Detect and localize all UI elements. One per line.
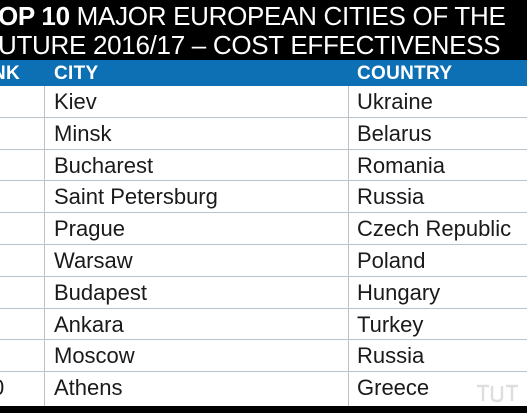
table-row: Bucharest Romania — [0, 150, 527, 182]
rank-cell — [0, 86, 32, 117]
title-bold-part: OP 10 — [0, 1, 70, 31]
bottom-bar — [0, 406, 527, 413]
column-divider — [44, 86, 45, 406]
country-cell: Greece — [357, 375, 430, 401]
title-line-1-rest: MAJOR EUROPEAN CITIES OF THE — [69, 1, 506, 31]
title-line-1: OP 10 MAJOR EUROPEAN CITIES OF THE — [0, 2, 527, 31]
country-cell: Belarus — [357, 120, 432, 146]
country-cell: Romania — [357, 152, 446, 178]
rank-cell — [0, 277, 32, 308]
table-row: Minsk Belarus — [0, 118, 527, 150]
country-cell: Czech Republic — [357, 216, 512, 242]
table-row: Prague Czech Republic — [0, 213, 527, 245]
rank-cell — [0, 213, 32, 244]
table-header-row: ANK CITY COUNTRY — [0, 60, 527, 86]
table-row: Warsaw Poland — [0, 245, 527, 277]
city-cell: Athens — [54, 375, 123, 401]
rank-cell — [0, 340, 32, 371]
header-country: COUNTRY — [357, 63, 453, 84]
city-cell: Budapest — [54, 279, 147, 305]
rank-cell — [0, 309, 32, 340]
rank-cell: 0 — [0, 372, 32, 403]
header-city: CITY — [54, 63, 99, 84]
city-cell: Prague — [54, 216, 125, 242]
table-row: Ankara Turkey — [0, 309, 527, 341]
country-cell: Poland — [357, 247, 426, 273]
rank-cell — [0, 181, 32, 212]
cities-table: ANK CITY COUNTRY Kiev Ukraine Minsk Bela… — [0, 60, 527, 406]
table-row: Saint Petersburg Russia — [0, 181, 527, 214]
city-cell: Moscow — [54, 343, 135, 369]
table-row: Kiev Ukraine — [0, 86, 527, 118]
table-row: 0 Athens Greece — [0, 372, 527, 404]
country-cell: Ukraine — [357, 89, 433, 114]
header-rank: ANK — [0, 63, 21, 84]
country-cell: Turkey — [357, 311, 424, 337]
city-cell: Warsaw — [54, 247, 133, 273]
city-cell: Minsk — [54, 120, 112, 146]
rank-cell — [0, 118, 32, 149]
title-line-2: UTURE 2016/17 – COST EFFECTIVENESS — [0, 30, 501, 60]
country-cell: Russia — [357, 184, 425, 210]
rank-cell — [0, 245, 32, 276]
tut-by-logo-icon — [477, 384, 518, 403]
table-row: Moscow Russia — [0, 340, 527, 373]
city-cell: Ankara — [54, 311, 124, 337]
city-cell: Kiev — [54, 89, 97, 114]
table-row: Budapest Hungary — [0, 277, 527, 309]
rank-cell — [0, 150, 32, 181]
table-title: OP 10 MAJOR EUROPEAN CITIES OF THE UTURE… — [0, 2, 527, 60]
column-divider — [348, 86, 349, 406]
country-cell: Hungary — [357, 279, 441, 305]
country-cell: Russia — [357, 343, 425, 369]
city-cell: Bucharest — [54, 152, 154, 178]
city-cell: Saint Petersburg — [54, 184, 218, 210]
table-body: Kiev Ukraine Minsk Belarus Bucharest Rom… — [0, 86, 527, 404]
